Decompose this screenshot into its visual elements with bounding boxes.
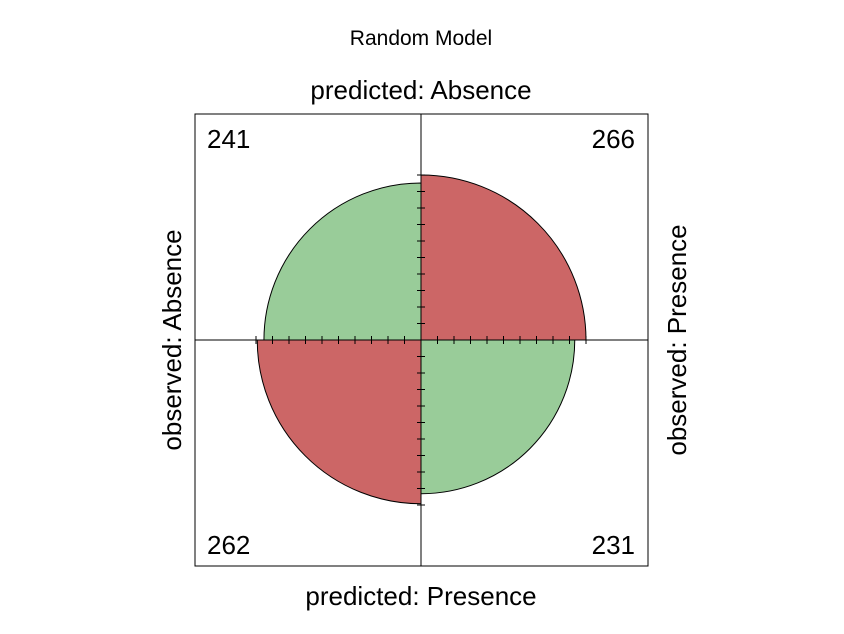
count-observed-absence-predicted-absence: 241 <box>207 124 250 154</box>
wedge-observed-absence-predicted-absence <box>263 182 422 341</box>
center-axes <box>195 114 648 566</box>
top-axis-label: predicted: Absence <box>310 75 531 105</box>
quadrant-wedges <box>256 174 587 505</box>
right-axis-label: observed: Presence <box>662 224 692 455</box>
chart-title: Random Model <box>350 27 492 50</box>
count-observed-presence-predicted-absence: 266 <box>592 124 635 154</box>
wedge-observed-presence-predicted-absence <box>420 174 587 341</box>
bottom-axis-label: predicted: Presence <box>305 581 536 611</box>
wedge-observed-absence-predicted-presence <box>256 339 422 505</box>
count-labels: 241 266 262 231 <box>207 124 635 560</box>
count-observed-presence-predicted-presence: 231 <box>592 530 635 560</box>
left-axis-label: observed: Absence <box>157 229 187 450</box>
plot-frame <box>194 113 649 567</box>
wedge-observed-presence-predicted-presence <box>420 339 576 495</box>
count-observed-absence-predicted-presence: 262 <box>207 530 250 560</box>
